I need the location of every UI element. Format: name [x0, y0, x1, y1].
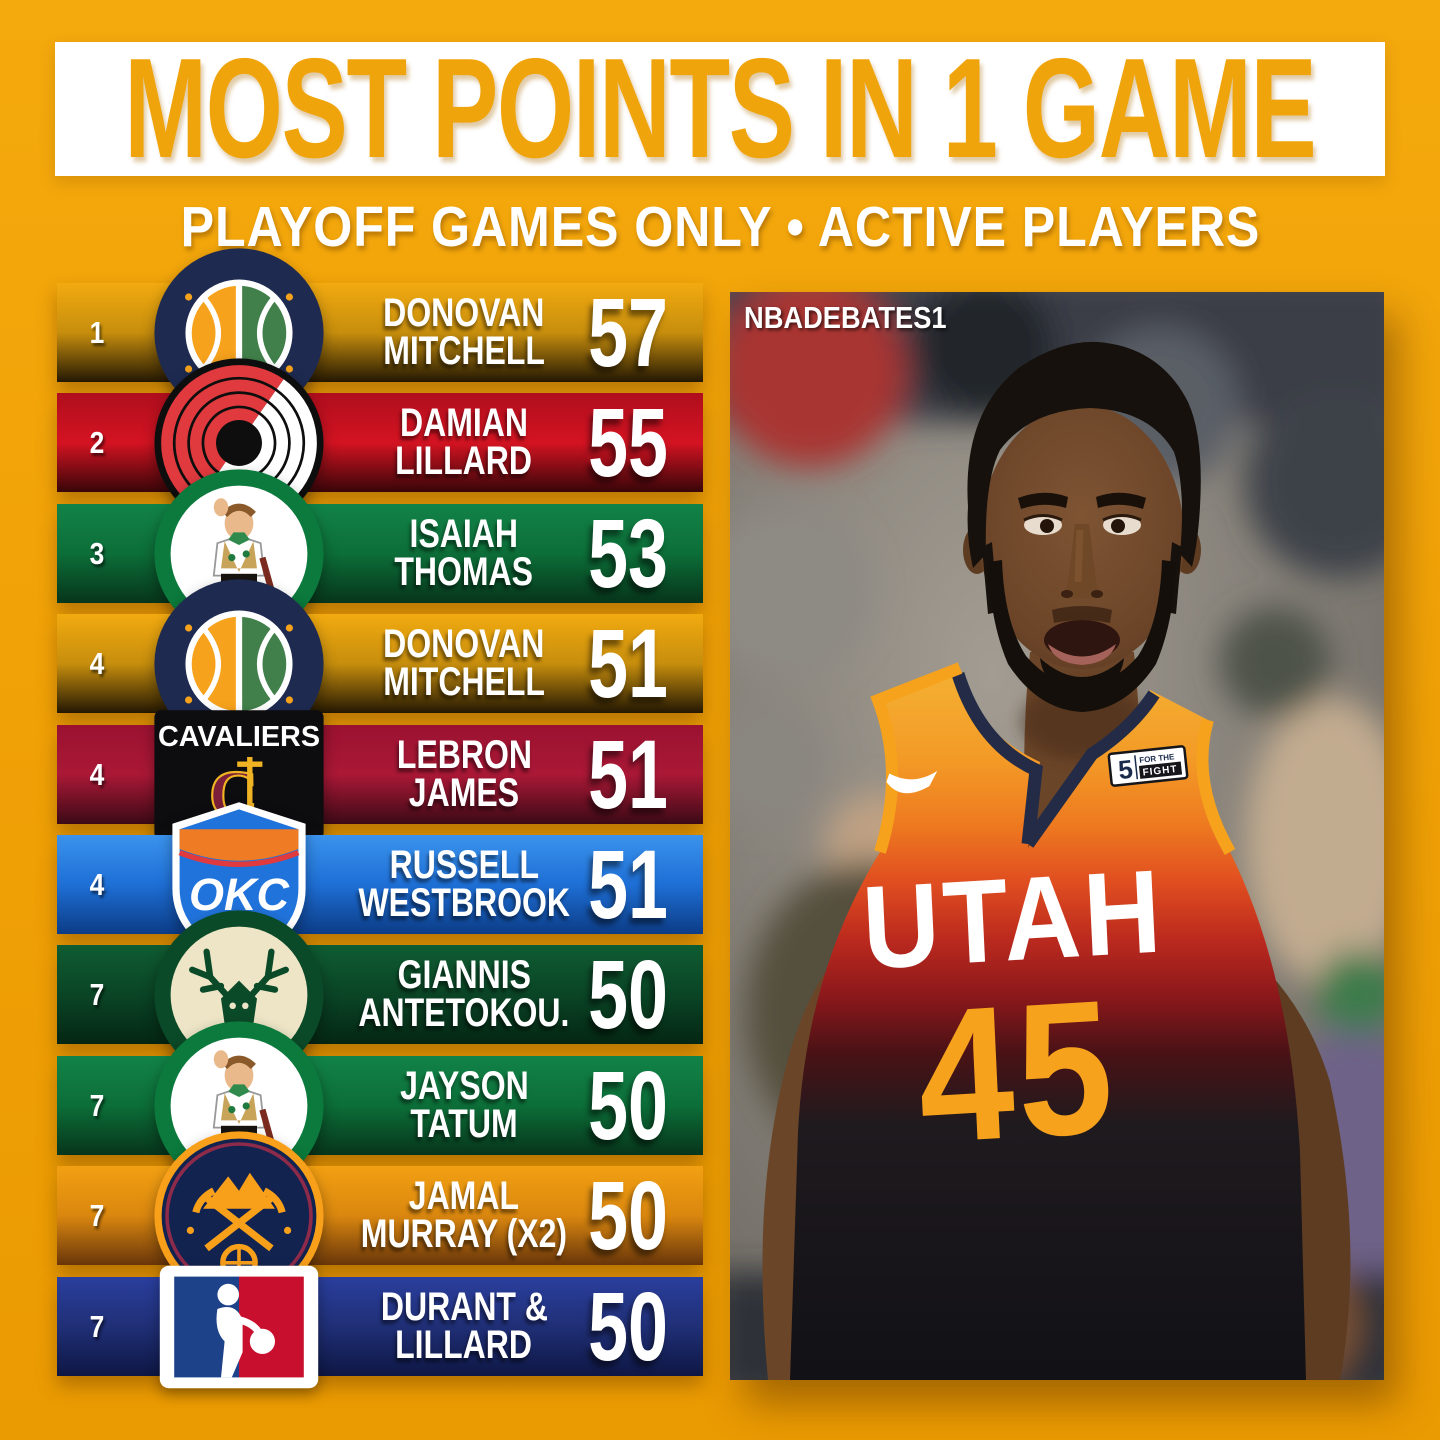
- rank-label: 3: [89, 535, 105, 571]
- rank-label: 1: [89, 314, 105, 350]
- title-banner: MOST POINTS IN 1 GAME: [55, 29, 1385, 188]
- points-value: 50: [588, 1271, 668, 1381]
- rank-label: 7: [89, 1197, 105, 1233]
- page-subtitle: PLAYOFF GAMES ONLY • ACTIVE PLAYERS: [180, 195, 1260, 259]
- player-name-line: RUSSELL: [389, 842, 539, 887]
- leaderboard-row: 4 DONOVAN MITCHELL 51: [57, 578, 703, 749]
- leaderboard: 1 DONOVAN MITCHELL 57: [57, 0, 703, 1440]
- player-head: [963, 341, 1201, 712]
- rank-label: 4: [89, 756, 105, 792]
- player-figure: 5 FOR THE FIGHT UTAH 45: [762, 341, 1351, 1380]
- page-title: MOST POINTS IN 1 GAME: [124, 29, 1317, 188]
- player-photo: 5 FOR THE FIGHT UTAH 45: [730, 292, 1384, 1380]
- jazz-logo-icon: [154, 578, 324, 749]
- leaderboard-row: 4 CAVALIERS C LEBRON JAMES 51: [57, 709, 703, 843]
- jazz-logo: [149, 574, 329, 754]
- rank-label: 2: [89, 424, 105, 460]
- points-value: 57: [588, 277, 668, 387]
- player-name: DURANT & LILLARD: [299, 1277, 629, 1376]
- player-name: RUSSELL WESTBROOK: [299, 835, 629, 934]
- player-name-line: LEBRON: [396, 732, 532, 777]
- player-name-line: DONOVAN: [383, 621, 545, 666]
- player-name: DONOVAN MITCHELL: [299, 614, 629, 713]
- player-name: LEBRON JAMES: [299, 725, 629, 824]
- player-name-line: JAMAL: [408, 1173, 520, 1218]
- player-name: GIANNIS ANTETOKOU.: [299, 945, 629, 1044]
- points-value: 51: [588, 608, 668, 718]
- svg-text:5: 5: [1117, 754, 1135, 785]
- nba-logo: [149, 1237, 329, 1417]
- rank-label: 7: [89, 976, 105, 1012]
- player-name-line: MURRAY (X2): [360, 1211, 568, 1256]
- player-name-line: ISAIAH: [409, 511, 519, 556]
- player-photo-art: 5 FOR THE FIGHT UTAH 45: [730, 292, 1384, 1380]
- leaderboard-row: 7 JAMAL MURRAY (X2): [57, 1130, 703, 1301]
- rank-label: 7: [89, 1087, 105, 1123]
- points-value: 50: [588, 1160, 668, 1270]
- player-name-line: TATUM: [410, 1101, 518, 1146]
- jersey: 5 FOR THE FIGHT UTAH 45: [790, 662, 1306, 1380]
- player-name-line: DAMIAN: [399, 400, 528, 445]
- points-value: 55: [588, 387, 668, 497]
- nba-logo-icon: [159, 1265, 319, 1388]
- player-name-line: WESTBROOK: [358, 880, 570, 925]
- nike-swoosh-icon: [886, 770, 938, 794]
- player-name-line: JAYSON: [399, 1063, 529, 1108]
- player-name-line: DURANT &: [380, 1284, 548, 1329]
- svg-text:CAVALIERS: CAVALIERS: [158, 721, 320, 753]
- player-name: ISAIAH THOMAS: [299, 504, 629, 603]
- player-name-line: MITCHELL: [383, 328, 545, 373]
- leaderboard-row: 7 DURANT & LILLARD 50: [57, 1265, 703, 1388]
- player-name: DONOVAN MITCHELL: [299, 283, 629, 382]
- player-name: JAYSON TATUM: [299, 1056, 629, 1155]
- svg-text:FOR THE: FOR THE: [1139, 752, 1176, 765]
- nuggets-logo-icon: [154, 1130, 324, 1301]
- cavaliers-logo: CAVALIERS C: [149, 685, 329, 865]
- player-name-line: ANTETOKOU.: [358, 990, 570, 1035]
- points-value: 53: [588, 498, 668, 608]
- five-for-fight-patch: 5 FOR THE FIGHT: [1107, 745, 1189, 787]
- watermark: NBADEBATES1: [744, 300, 947, 335]
- rank-label: 4: [89, 645, 105, 681]
- points-value: 51: [588, 719, 668, 829]
- cavaliers-logo-icon: CAVALIERS C: [154, 709, 324, 843]
- player-right-arm: [1170, 922, 1351, 1380]
- svg-text:FIGHT: FIGHT: [1142, 764, 1178, 779]
- nuggets-logo: [149, 1126, 329, 1306]
- player-name-line: LILLARD: [395, 1322, 533, 1367]
- rank-label: 4: [89, 866, 105, 902]
- jersey-number: 45: [913, 960, 1120, 1184]
- player-name-line: DONOVAN: [383, 290, 545, 335]
- leaderboard-row: 4 OKC RUSSELL WESTBROOK 51: [57, 801, 703, 966]
- rank-label: 7: [89, 1308, 105, 1344]
- points-value: 51: [588, 829, 668, 939]
- jersey-wordmark: UTAH: [860, 844, 1167, 994]
- player-name-line: LILLARD: [395, 438, 533, 483]
- player-name-line: JAMES: [408, 770, 520, 815]
- player-name-line: THOMAS: [394, 549, 534, 594]
- player-name-line: MITCHELL: [383, 659, 545, 704]
- points-value: 50: [588, 939, 668, 1049]
- player-name-line: GIANNIS: [397, 952, 531, 997]
- player-name: JAMAL MURRAY (X2): [299, 1166, 629, 1265]
- player-name: DAMIAN LILLARD: [299, 393, 629, 492]
- points-value: 50: [588, 1050, 668, 1160]
